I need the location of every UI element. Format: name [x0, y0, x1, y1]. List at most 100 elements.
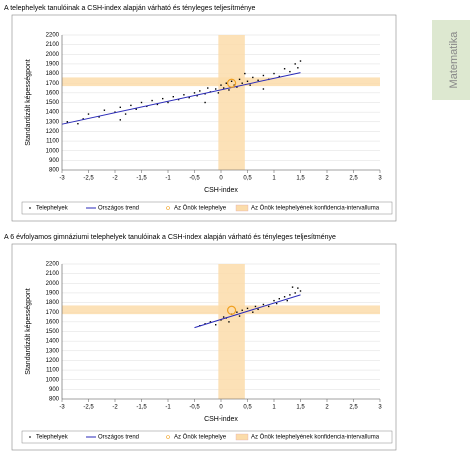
site-point	[283, 296, 286, 298]
site-point	[183, 94, 185, 96]
confidence-band-y	[62, 305, 380, 315]
y-tick-label: 1600	[46, 319, 60, 325]
site-point	[275, 302, 278, 305]
x-tick-label: 0	[219, 405, 223, 411]
y-tick-label: 1900	[46, 62, 60, 68]
site-point	[151, 99, 153, 102]
y-tick-label: 1900	[46, 291, 60, 297]
site-point	[209, 321, 212, 323]
x-tick-label: -2	[112, 176, 118, 182]
x-tick-label: -1	[165, 405, 171, 411]
site-point	[244, 72, 246, 75]
legend-label: Országos trend	[98, 435, 139, 441]
y-tick-label: 1400	[46, 339, 60, 345]
x-axis-label: CSH-index	[204, 187, 238, 194]
site-point	[225, 82, 227, 84]
y-tick-label: 900	[49, 387, 60, 393]
site-point	[222, 316, 225, 318]
y-axis-label: Standardizált képességpont	[25, 288, 32, 374]
legend-label: Telephelyek	[36, 435, 69, 441]
site-point	[257, 308, 259, 311]
site-point	[273, 299, 275, 302]
x-tick-label: 2,5	[349, 176, 358, 182]
y-tick-label: 1500	[46, 329, 60, 335]
trend-line	[61, 72, 301, 125]
site-point	[299, 290, 302, 292]
legend-box	[21, 430, 393, 444]
site-point	[119, 106, 121, 109]
y-tick-label: 2100	[46, 42, 60, 48]
site-point	[167, 101, 169, 104]
x-tick-label: 0,5	[243, 405, 252, 411]
site-point	[228, 89, 230, 91]
y-axis-label: Standardizált képességpont	[25, 59, 32, 145]
site-point	[238, 78, 241, 81]
y-tick-label: 1800	[46, 300, 60, 306]
site-point	[114, 111, 116, 113]
site-point	[204, 323, 206, 325]
site-point	[66, 121, 68, 123]
site-point	[220, 84, 222, 86]
x-tick-label: -1,5	[136, 405, 147, 411]
y-tick-label: 2000	[46, 52, 60, 58]
legend-label: Országos trend	[98, 206, 139, 212]
site-point	[233, 84, 235, 86]
site-point	[217, 92, 220, 94]
site-point	[188, 96, 190, 99]
x-tick-label: 1,5	[296, 176, 305, 182]
site-point	[246, 80, 249, 82]
chart-frame	[11, 14, 397, 222]
site-point	[207, 87, 209, 89]
site-point	[130, 104, 132, 107]
subject-label: Matematika	[448, 31, 460, 89]
legend-label: Az Önök telephelye	[174, 434, 227, 441]
site-point	[140, 101, 143, 104]
site-point	[177, 98, 180, 101]
legend-symbol	[166, 435, 170, 439]
own-site-marker	[227, 78, 237, 88]
legend-symbol	[235, 433, 249, 441]
site-point	[278, 75, 280, 78]
y-tick-label: 1300	[46, 119, 60, 125]
chart-title: A telephelyek tanulóinak a CSH-index ala…	[4, 5, 255, 12]
site-point	[252, 311, 254, 313]
x-tick-label: 1	[272, 176, 276, 182]
y-tick-label: 1500	[46, 100, 60, 106]
site-point	[199, 90, 201, 92]
site-point	[77, 123, 79, 125]
site-point	[291, 286, 294, 288]
confidence-band-x	[218, 35, 245, 170]
site-point	[283, 68, 286, 70]
site-point	[246, 307, 249, 310]
legend-symbol	[166, 206, 170, 210]
legend-symbol	[235, 204, 249, 212]
site-point	[124, 113, 127, 115]
x-tick-label: 3	[378, 405, 382, 411]
x-tick-label: 2	[325, 405, 329, 411]
confidence-band-x	[218, 264, 245, 399]
site-point	[204, 101, 206, 104]
site-point	[119, 119, 121, 121]
legend-label: Az Önök telephelyének konfidencia-interv…	[251, 434, 380, 441]
legend-symbol	[29, 436, 31, 438]
site-point	[257, 79, 259, 82]
site-point	[135, 108, 137, 110]
own-site-marker	[227, 305, 237, 315]
y-tick-label: 1200	[46, 129, 60, 135]
site-point	[162, 97, 164, 100]
site-point	[273, 72, 275, 75]
site-point	[193, 92, 196, 94]
y-tick-label: 900	[49, 158, 60, 164]
y-tick-label: 1000	[46, 148, 60, 154]
y-tick-label: 1200	[46, 358, 60, 364]
site-point	[172, 96, 174, 98]
x-tick-label: -2	[112, 405, 118, 411]
site-point	[204, 93, 206, 95]
x-tick-label: 0,5	[243, 176, 252, 182]
chart-title: A 6 évfolyamos gimnáziumi telephelyek ta…	[4, 234, 336, 241]
site-point	[103, 109, 106, 111]
site-point	[299, 60, 302, 62]
y-tick-label: 800	[49, 168, 60, 174]
